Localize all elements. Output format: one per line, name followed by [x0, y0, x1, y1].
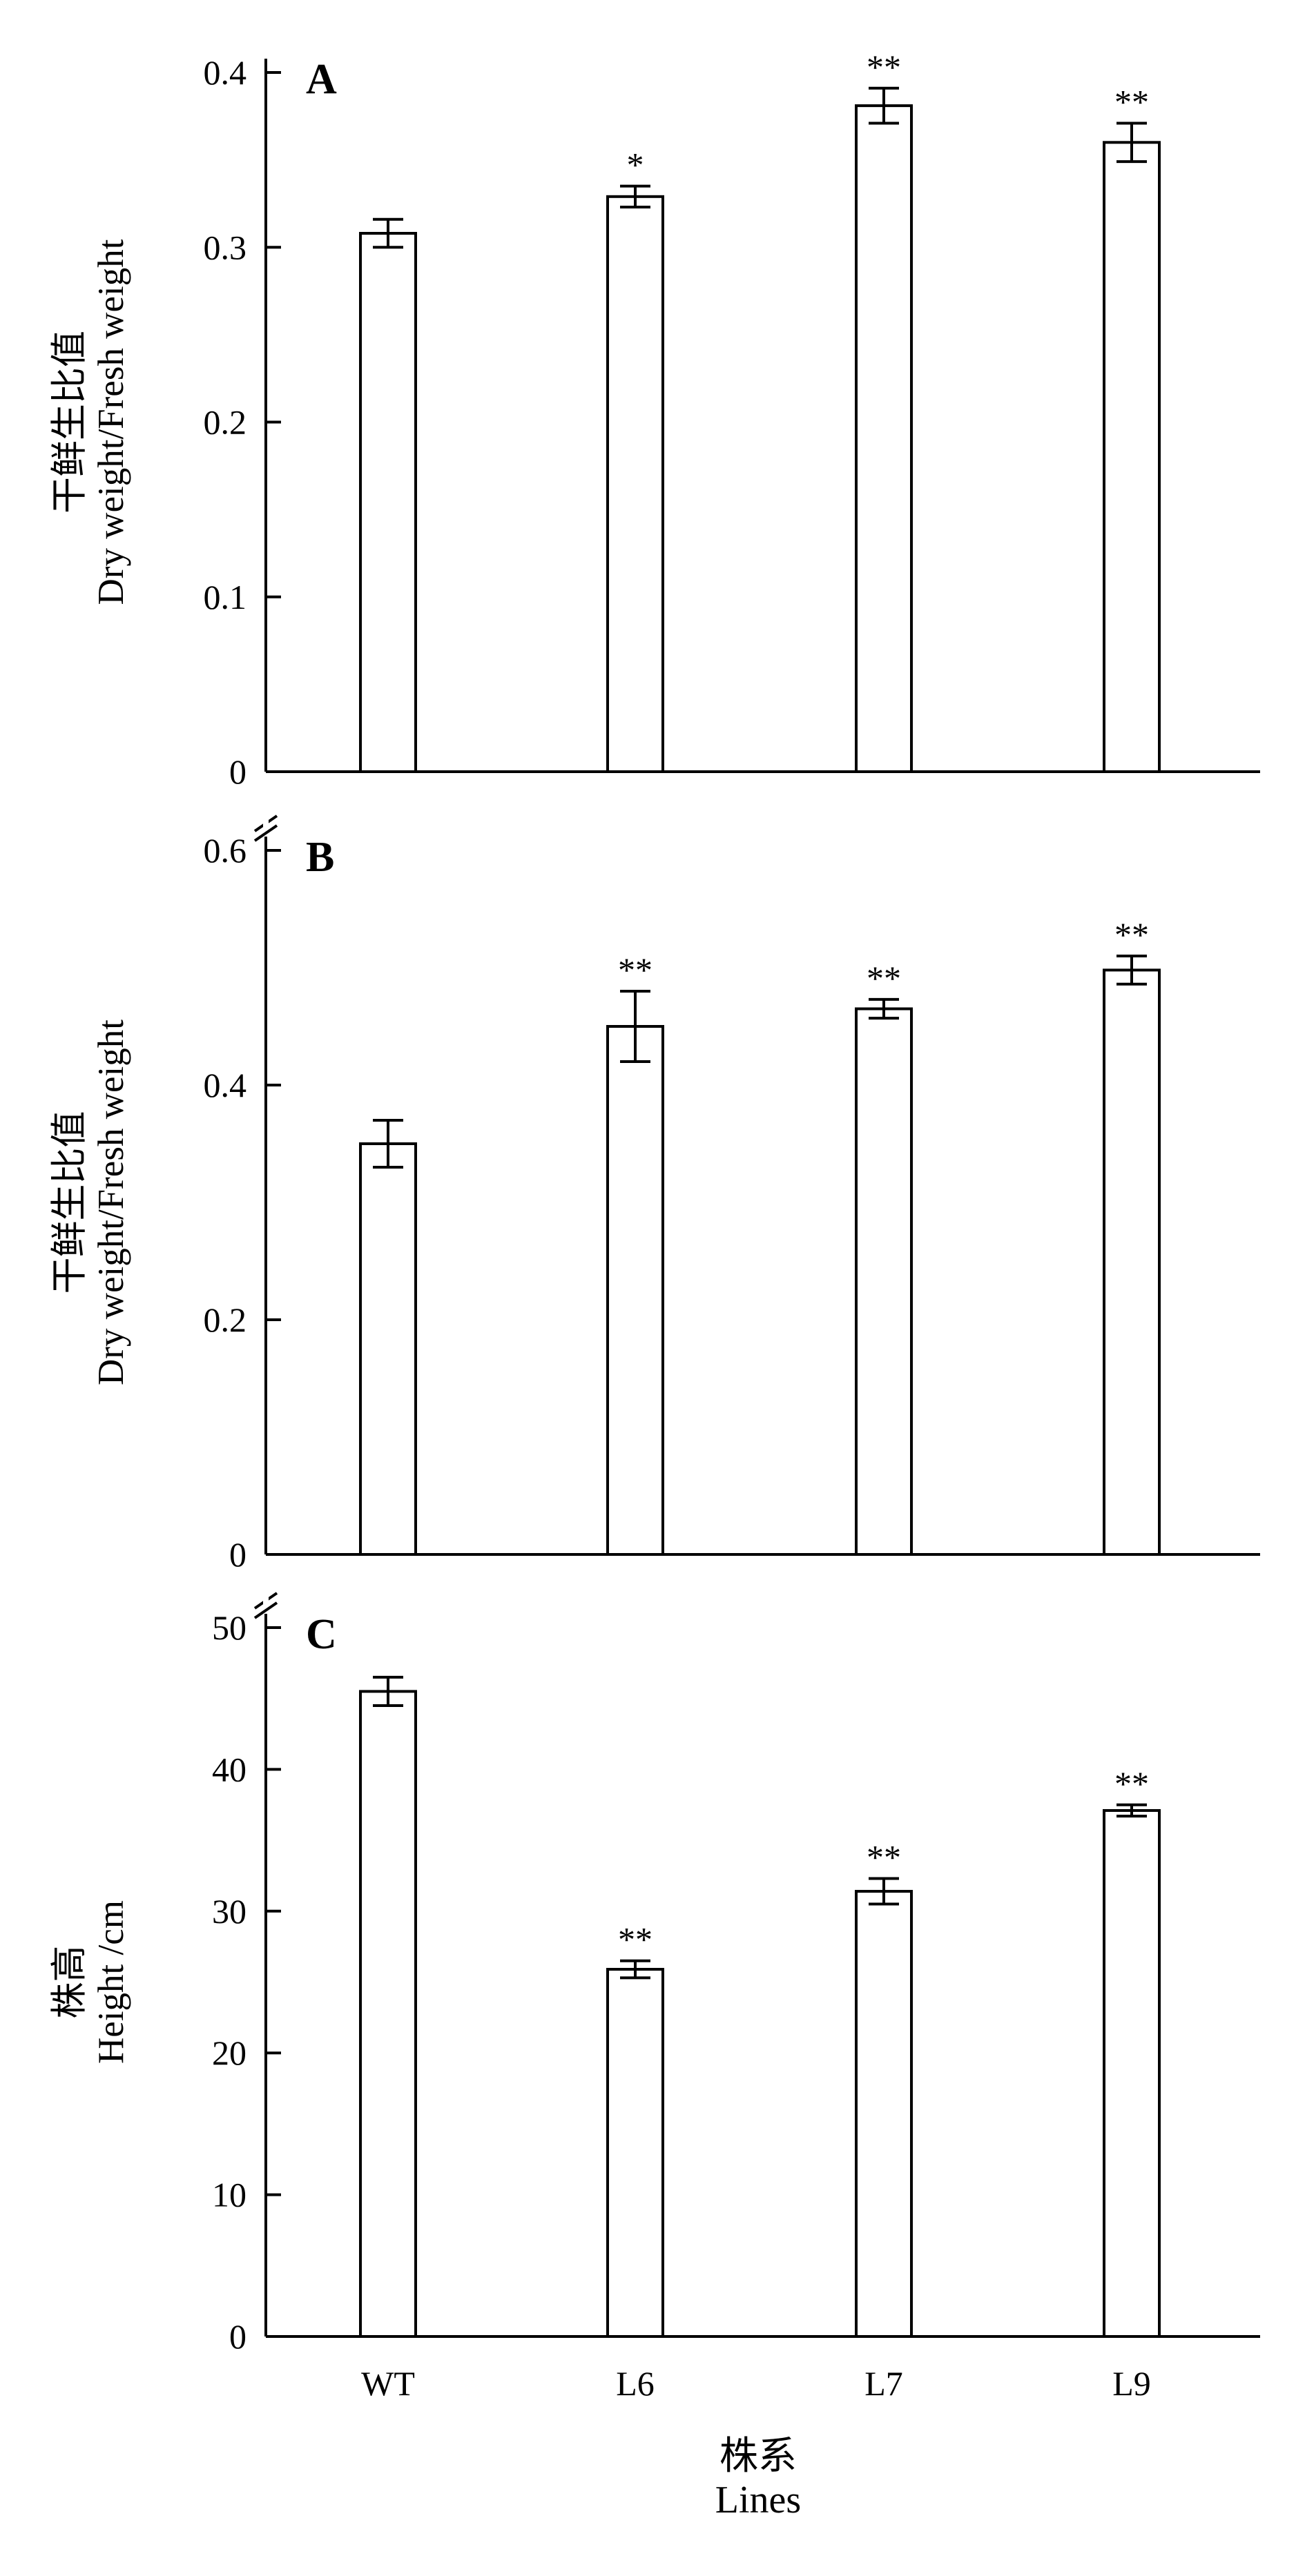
x-axis-labels: WT L6 L7 L9	[361, 2364, 1151, 2403]
bar-L6	[606, 195, 664, 773]
y-tick-label: 50	[212, 1608, 246, 1647]
significance-marker: **	[867, 1838, 901, 1877]
significance-marker: **	[867, 48, 901, 86]
axis-break-mark	[253, 1601, 278, 1619]
y-axis-title: 干鲜生比值 Dry weight/Fresh weight	[50, 1019, 131, 1385]
y-tick-label: 0.6	[204, 831, 247, 870]
bar-L6	[606, 1025, 664, 1556]
y-axis-title-cn: 干鲜生比值	[50, 1111, 90, 1294]
y-tick-label: 0.4	[204, 1066, 247, 1104]
significance-marker: **	[618, 950, 652, 989]
panel-letter: A	[306, 56, 337, 103]
significance-marker: **	[867, 959, 901, 997]
y-tick-label: 0.2	[204, 1300, 247, 1339]
panel-B: 0 0.2 0.4 0.6 B 干鲜生比值 Dry weight/Fresh weight *…	[50, 814, 1260, 1574]
x-tick-label: WT	[361, 2364, 415, 2403]
bar-L7	[855, 104, 913, 773]
axis-break-mark	[253, 824, 278, 842]
bar-WT	[359, 1690, 417, 2338]
bar-L9	[1103, 1808, 1161, 2339]
panel-C: 0 10 20 30 40 50 C 株高 Height /cm ** ** **	[50, 1592, 1260, 2356]
bar-L7	[855, 1890, 913, 2338]
y-tick-label: 10	[212, 2176, 246, 2214]
y-axis-title-en: Dry weight/Fresh weight	[91, 239, 131, 605]
y-tick-label: 0	[229, 2317, 246, 2356]
x-axis-title-cn: 株系	[719, 2435, 797, 2478]
bar-L9	[1103, 968, 1161, 1556]
significance-marker: **	[1114, 1764, 1149, 1803]
significance-marker: *	[627, 146, 644, 184]
y-axis-title-en: Height /cm	[91, 1900, 131, 2064]
bar-WT	[359, 231, 417, 773]
y-tick-label: 40	[212, 1750, 246, 1788]
axis-break-gap	[263, 820, 269, 827]
x-tick-label: L6	[616, 2364, 655, 2403]
y-axis-title: 株高 Height /cm	[50, 1900, 131, 2064]
y-axis-title-en: Dry weight/Fresh weight	[91, 1019, 131, 1385]
y-tick-label: 0	[229, 1535, 246, 1574]
panel-letter: B	[306, 834, 334, 881]
bar-WT	[359, 1142, 417, 1556]
y-axis-title-cn: 株高	[50, 1946, 90, 2019]
bar-L9	[1103, 141, 1161, 774]
y-tick-label: 0.1	[204, 578, 247, 616]
x-tick-label: L9	[1112, 2364, 1151, 2403]
x-tick-label: L7	[864, 2364, 903, 2403]
bar-L6	[606, 1968, 664, 2338]
significance-marker: **	[1114, 915, 1149, 954]
y-tick-label: 0	[229, 752, 246, 791]
y-axis-title-cn: 干鲜生比值	[50, 331, 90, 514]
x-axis-title-en: Lines	[715, 2479, 801, 2521]
bar-L7	[855, 1007, 913, 1556]
significance-marker: **	[1114, 82, 1149, 121]
y-tick-label: 30	[212, 1892, 246, 1931]
y-tick-label: 0.4	[204, 53, 247, 92]
y-tick-label: 0.3	[204, 228, 247, 266]
y-tick-label: 20	[212, 2033, 246, 2072]
significance-marker: **	[618, 1920, 652, 1959]
panel-letter: C	[306, 1611, 337, 1658]
y-tick-label: 0.2	[204, 403, 247, 442]
panel-A: 0 0.1 0.2 0.3 0.4 A 干鲜生比值 Dry weight/Fresh weig…	[50, 48, 1260, 791]
y-axis-title: 干鲜生比值 Dry weight/Fresh weight	[50, 239, 131, 605]
axis-break-gap	[263, 1597, 269, 1604]
